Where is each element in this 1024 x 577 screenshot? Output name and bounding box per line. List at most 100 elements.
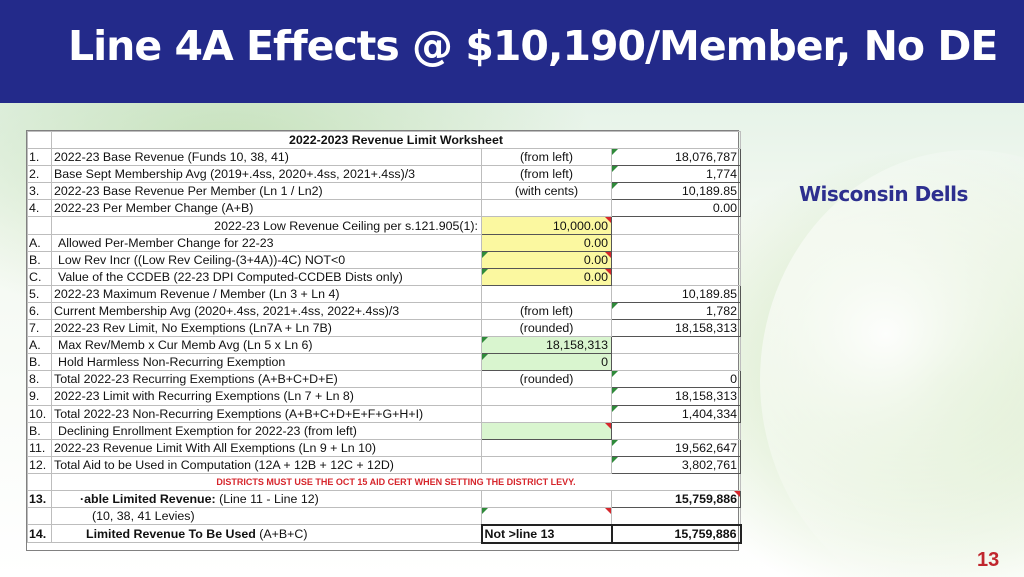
row-label: 2022-23 Per Member Change (A+B) (51, 199, 482, 218)
row-number: A. (27, 336, 52, 355)
row-label: 2022-23 Limit with Recurring Exemptions … (51, 387, 482, 406)
row-value: 15,759,886 (611, 489, 741, 509)
worksheet-title: 2022-2023 Revenue Limit Worksheet (51, 130, 741, 150)
row-value: 10,189.85 (611, 182, 741, 201)
row-label-bold: Limited Revenue To Be Used (86, 526, 256, 541)
row-note: (from left) (481, 301, 612, 321)
row-note (481, 438, 612, 457)
row-value (611, 267, 741, 286)
worksheet-row-14: 14. Limited Revenue To Be Used (A+B+C) Not… (27, 523, 742, 544)
row-number: 6. (27, 301, 52, 321)
row-number: 11. (27, 438, 52, 457)
levy-warning: DISTRICTS MUST USE THE OCT 15 AID CERT W… (51, 472, 741, 491)
spacer-cell (27, 507, 52, 526)
row-number (27, 216, 52, 235)
row-note (481, 421, 612, 440)
worksheet-row: 7. 2022-23 Rev Limit, No Exemptions (Ln7A… (27, 319, 741, 338)
row-value (611, 421, 741, 440)
row-value: 10,189.85 (611, 284, 741, 303)
worksheet-row: A. Allowed Per-Member Change for 22-23 0.0… (27, 233, 741, 252)
row-value (611, 336, 741, 355)
row-label-rest: (Line 11 - Line 12) (215, 492, 319, 507)
row-value: 1,404,334 (611, 404, 741, 423)
row-label: Total Aid to be Used in Computation (12A… (51, 455, 482, 474)
row-number: B. (27, 421, 52, 440)
row-intermediate-value: 0.00 (481, 250, 612, 269)
district-name: Wisconsin Dells (799, 182, 968, 206)
row-label: 2022-23 Maximum Revenue / Member (Ln 3 +… (51, 284, 482, 303)
row-label: Declining Enrollment Exemption for 2022-… (51, 421, 482, 440)
worksheet-row-13: 13. ·able Limited Revenue: (Line 11 - Lin… (27, 489, 741, 509)
worksheet-row: B. Declining Enrollment Exemption for 202… (27, 421, 741, 440)
row-intermediate-value: 10,000.00 (481, 216, 612, 235)
row-label: (10, 38, 41 Levies) (51, 507, 482, 526)
row-note: (rounded) (481, 319, 612, 338)
row-label: Hold Harmless Non-Recurring Exemption (51, 353, 482, 372)
row-label: ·able Limited Revenue: (Line 11 - Line 1… (51, 489, 482, 509)
row-value: 15,759,886 (610, 523, 742, 544)
worksheet-row: 5. 2022-23 Maximum Revenue / Member (Ln 3… (27, 284, 741, 303)
row-note (481, 455, 612, 474)
worksheet-row: 2022-23 Low Revenue Ceiling per s.121.90… (27, 216, 741, 235)
spacer-cell (27, 472, 52, 491)
row-value: 19,562,647 (611, 438, 741, 457)
row-number: 12. (27, 455, 52, 474)
row-label-bold: ·able Limited Revenue: (80, 492, 216, 507)
row-value: 18,158,313 (611, 319, 741, 338)
row-number: 3. (27, 182, 52, 201)
worksheet-row: 1. 2022-23 Base Revenue (Funds 10, 38, 41… (27, 148, 741, 167)
row-label: Total 2022-23 Recurring Exemptions (A+B+… (51, 370, 482, 389)
row-label: Current Membership Avg (2020+.4ss, 2021+… (51, 301, 482, 321)
row-number: 5. (27, 284, 52, 303)
row-note (481, 387, 612, 406)
row-label: Value of the CCDEB (22-23 DPI Computed-C… (51, 267, 482, 286)
worksheet-table: 2022-2023 Revenue Limit Worksheet 1. 2022… (27, 130, 742, 544)
row-number: B. (27, 353, 52, 372)
worksheet-row: B. Hold Harmless Non-Recurring Exemption 0 (27, 353, 741, 372)
row-intermediate-value: 0.00 (481, 267, 612, 286)
row-note (481, 199, 612, 218)
row-value: 18,076,787 (611, 148, 741, 167)
slide-header: Line 4A Effects @ $10,190/Member, No DE (0, 0, 1024, 103)
row-intermediate-value: Not >line 13 (480, 523, 613, 544)
empty-cell (481, 489, 612, 509)
worksheet-title-row: 2022-2023 Revenue Limit Worksheet (27, 130, 741, 150)
row-number: 7. (27, 319, 52, 338)
row-label: Base Sept Membership Avg (2019+.4ss, 202… (51, 165, 482, 184)
row-number: 2. (27, 165, 52, 184)
row-value (611, 353, 741, 372)
page-number: 13 (977, 549, 1000, 571)
row-intermediate-value: 0.00 (481, 233, 612, 252)
worksheet-row: 3. 2022-23 Base Revenue Per Member (Ln 1 … (27, 182, 741, 201)
revenue-limit-worksheet: 2022-2023 Revenue Limit Worksheet 1. 2022… (26, 130, 742, 551)
row-value: 1,774 (611, 165, 741, 184)
empty-cell (481, 507, 612, 526)
row-number: 10. (27, 404, 52, 423)
levy-warning-row: DISTRICTS MUST USE THE OCT 15 AID CERT W… (27, 472, 741, 491)
worksheet-row: 4. 2022-23 Per Member Change (A+B) 0.00 (27, 199, 741, 218)
row-label: Total 2022-23 Non-Recurring Exemptions (… (51, 404, 482, 423)
row-value: 18,158,313 (611, 387, 741, 406)
row-label: 2022-23 Revenue Limit With All Exemption… (51, 438, 482, 457)
worksheet-row: 9. 2022-23 Limit with Recurring Exemption… (27, 387, 741, 406)
worksheet-row: 8. Total 2022-23 Recurring Exemptions (A+… (27, 370, 741, 389)
row-number: B. (27, 250, 52, 269)
row-value: 1,782 (611, 301, 741, 321)
worksheet-row: C. Value of the CCDEB (22-23 DPI Computed… (27, 267, 741, 286)
worksheet-row: 10. Total 2022-23 Non-Recurring Exemption… (27, 404, 741, 423)
row-value: 0 (611, 370, 741, 389)
row-number: 14. (27, 524, 52, 544)
worksheet-row: 12. Total Aid to be Used in Computation (… (27, 455, 741, 474)
row-label: 2022-23 Rev Limit, No Exemptions (Ln7A +… (51, 319, 482, 338)
row-number: 9. (27, 387, 52, 406)
worksheet-row-13-sub: (10, 38, 41 Levies) (27, 507, 741, 526)
row-note: (with cents) (481, 182, 612, 201)
row-number: 8. (27, 370, 52, 389)
worksheet-row: 11. 2022-23 Revenue Limit With All Exempt… (27, 438, 741, 457)
worksheet-row: 2. Base Sept Membership Avg (2019+.4ss, 2… (27, 165, 741, 184)
corner-cell (27, 130, 52, 150)
worksheet-row: 6. Current Membership Avg (2020+.4ss, 202… (27, 301, 741, 321)
row-label: Allowed Per-Member Change for 22-23 (51, 233, 482, 252)
worksheet-row: A. Max Rev/Memb x Cur Memb Avg (Ln 5 x Ln… (27, 336, 741, 355)
row-value: 0.00 (611, 199, 741, 218)
